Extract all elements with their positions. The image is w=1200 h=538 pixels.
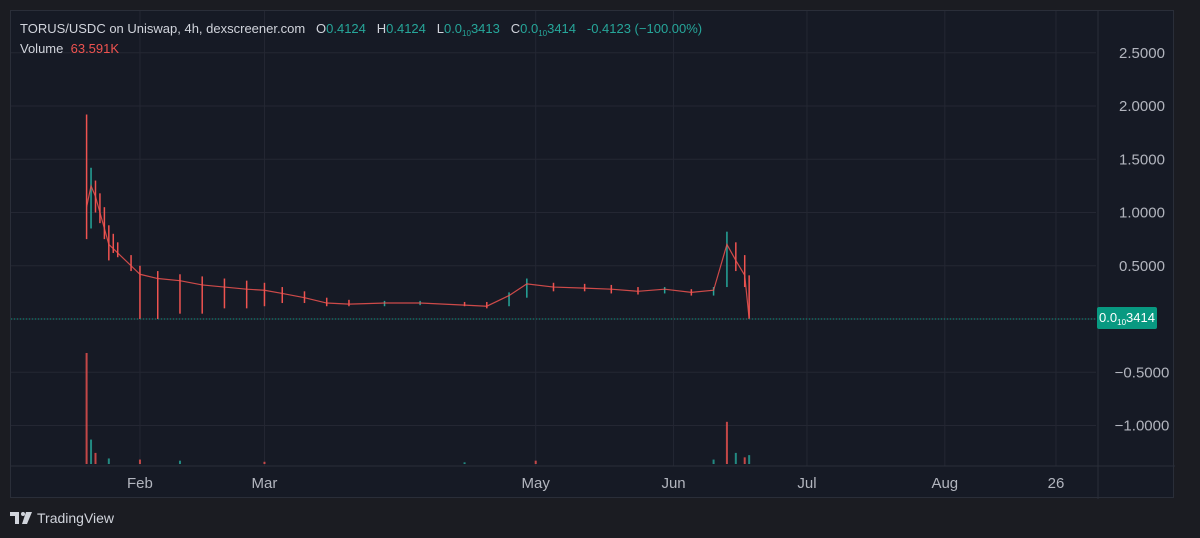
low-label: L bbox=[436, 21, 444, 36]
open-value: 0.4124 bbox=[326, 21, 366, 36]
chart-panel[interactable]: 2.5000 2.0000 1.5000 1.0000 0.5000 −0.5000 −1.… bbox=[10, 10, 1175, 499]
tradingview-icon bbox=[10, 512, 32, 524]
open-label: O bbox=[316, 21, 327, 36]
x-tick-label: Mar bbox=[252, 475, 278, 492]
y-tick-label: −1.0000 bbox=[1115, 418, 1170, 435]
close-label: C bbox=[510, 21, 521, 36]
volume-bar bbox=[734, 452, 737, 464]
volume-bar bbox=[712, 459, 715, 464]
x-tick-label: May bbox=[522, 475, 551, 492]
x-tick-label: Jun bbox=[661, 475, 685, 492]
high-value: 0.4124 bbox=[386, 21, 426, 36]
volume-bar bbox=[263, 461, 266, 464]
volume-bar bbox=[743, 457, 746, 464]
legend-volume-row: Volume 63.591K bbox=[20, 40, 702, 58]
volume-value: 63.591K bbox=[70, 41, 120, 56]
volume-bar bbox=[138, 459, 141, 464]
chart-legend: TORUS/USDC on Uniswap, 4h, dexscreener.c… bbox=[20, 20, 702, 58]
close-line bbox=[86, 183, 750, 320]
volume-bar bbox=[94, 452, 97, 464]
tradingview-logo[interactable]: TradingView bbox=[10, 510, 114, 526]
volume-bar bbox=[463, 462, 466, 464]
volume-bar bbox=[90, 439, 93, 464]
symbol-title[interactable]: TORUS/USDC on Uniswap, 4h, dexscreener.c… bbox=[20, 21, 306, 36]
change-value: -0.4123 (−100.00%) bbox=[586, 21, 703, 36]
last-price-tag: 0.0103414 bbox=[1097, 307, 1157, 329]
volume-label: Volume bbox=[20, 41, 64, 56]
x-tick-label: Jul bbox=[797, 475, 816, 492]
volume-bar bbox=[748, 455, 751, 464]
y-tick-label: −0.5000 bbox=[1115, 364, 1170, 381]
brand-name: TradingView bbox=[37, 510, 115, 526]
y-tick-label: 2.0000 bbox=[1119, 98, 1165, 115]
legend-ohlc-row: TORUS/USDC on Uniswap, 4h, dexscreener.c… bbox=[20, 20, 702, 40]
volume-bar bbox=[178, 460, 181, 464]
y-tick-label: 0.5000 bbox=[1119, 258, 1165, 275]
x-tick-label: Feb bbox=[127, 475, 153, 492]
volume-bar bbox=[85, 353, 88, 464]
y-tick-label: 1.0000 bbox=[1119, 205, 1165, 222]
volume-bar bbox=[534, 460, 537, 464]
y-tick-label: 2.5000 bbox=[1119, 45, 1165, 62]
price-chart[interactable]: 2.5000 2.0000 1.5000 1.0000 0.5000 −0.5000 −1.… bbox=[11, 11, 1175, 499]
volume-bar bbox=[107, 458, 110, 464]
low-value: 0.0103413 bbox=[443, 21, 500, 38]
x-tick-label: 26 bbox=[1048, 475, 1065, 492]
high-label: H bbox=[376, 21, 387, 36]
x-tick-label: Aug bbox=[931, 475, 958, 492]
volume-bar bbox=[725, 421, 728, 464]
y-tick-label: 1.5000 bbox=[1119, 151, 1165, 168]
close-value: 0.0103414 bbox=[520, 21, 577, 38]
